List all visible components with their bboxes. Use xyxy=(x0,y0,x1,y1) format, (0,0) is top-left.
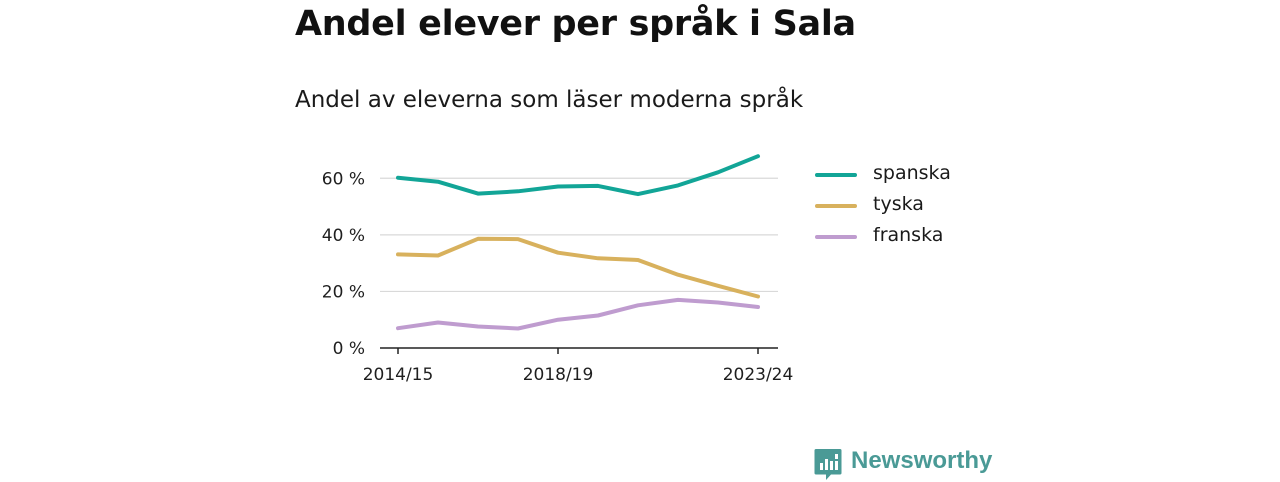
legend-item-franska[interactable]: franska xyxy=(815,222,1015,252)
legend-swatch-spanska xyxy=(815,173,857,177)
legend-label-spanska: spanska xyxy=(873,162,951,184)
series-line-tyska[interactable] xyxy=(396,236,760,299)
series-lines xyxy=(396,154,760,331)
legend-swatch-franska xyxy=(815,235,857,239)
legend-label-franska: franska xyxy=(873,224,944,246)
series-line-franska[interactable] xyxy=(396,297,760,331)
legend-item-tyska[interactable]: tyska xyxy=(815,191,1015,221)
brand-name: Newsworthy xyxy=(851,447,993,474)
legend-swatch-tyska xyxy=(815,204,857,208)
newsworthy-logo-icon xyxy=(814,449,842,480)
legend-item-spanska[interactable]: spanska xyxy=(815,160,1015,190)
y-tick-label: 60 % xyxy=(322,169,365,189)
y-tick-label: 40 % xyxy=(322,226,365,246)
legend-label-tyska: tyska xyxy=(873,193,924,215)
chart-title: Andel elever per språk i Sala xyxy=(295,4,856,44)
x-tick-label: 2014/15 xyxy=(363,365,434,385)
tick-labels: 0 % 20 % 40 % 60 % 2014/15 2018/19 2023/24 xyxy=(322,169,794,385)
y-tick-label: 20 % xyxy=(322,282,365,302)
chart-subtitle: Andel av eleverna som läser moderna språ… xyxy=(295,87,804,113)
series-line-spanska[interactable] xyxy=(396,154,760,197)
y-tick-label: 0 % xyxy=(333,339,365,359)
axes xyxy=(380,347,778,354)
x-tick-label: 2018/19 xyxy=(523,365,594,385)
x-tick-label: 2023/24 xyxy=(723,365,794,385)
grid-lines xyxy=(380,177,778,293)
